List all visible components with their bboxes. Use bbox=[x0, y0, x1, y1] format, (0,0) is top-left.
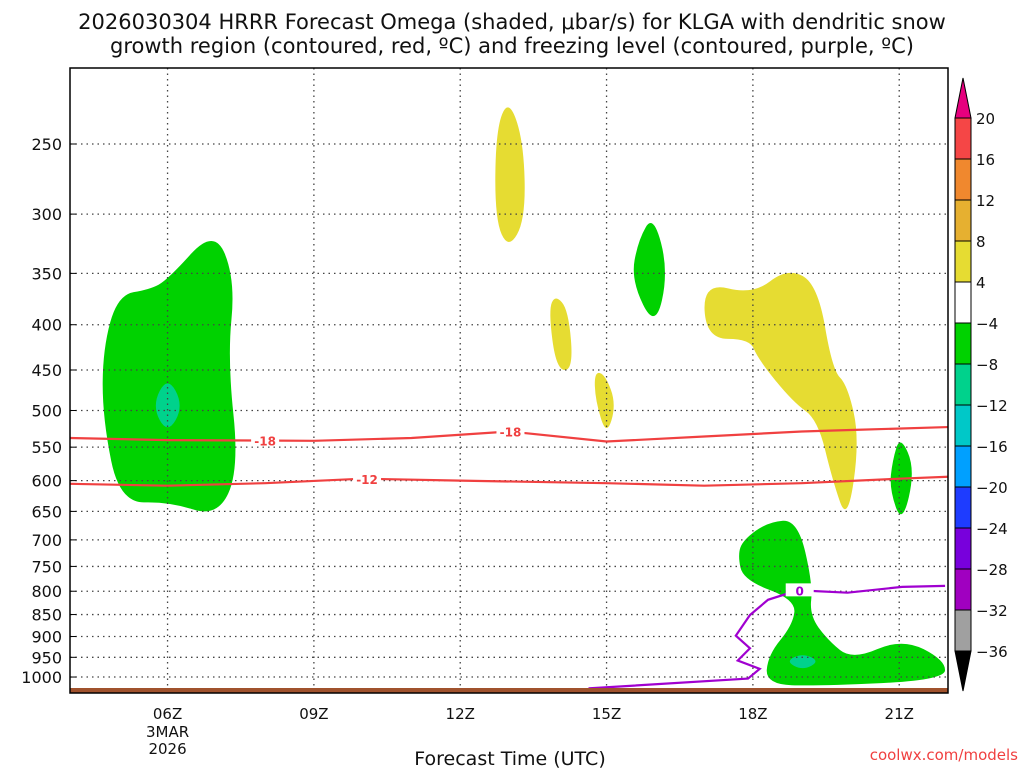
colorbar-box-11 bbox=[954, 568, 972, 611]
y-tick-label: 250 bbox=[31, 135, 62, 154]
colorbar-label: −12 bbox=[976, 397, 1008, 415]
colorbar-box-5 bbox=[954, 322, 972, 365]
x-axis-label: Forecast Time (UTC) bbox=[414, 748, 605, 768]
x-tick-sublabel: 3MAR bbox=[146, 723, 189, 741]
y-tick-label: 450 bbox=[31, 361, 62, 380]
contour-label-bg bbox=[353, 471, 382, 485]
colorbar-box-0 bbox=[954, 117, 972, 160]
contour-label-bg bbox=[496, 424, 525, 438]
omega-region-2 bbox=[495, 107, 525, 242]
contour-label-bg bbox=[251, 433, 280, 447]
contour-label: -18 bbox=[500, 426, 522, 440]
x-tick-label: 09Z bbox=[299, 705, 328, 723]
colorbar-box-4 bbox=[954, 281, 972, 324]
x-tick-label: 06Z bbox=[153, 705, 182, 723]
colorbar-label: −24 bbox=[976, 520, 1008, 538]
y-tick-label: 1000 bbox=[21, 668, 62, 687]
y-tick-label: 700 bbox=[31, 531, 62, 550]
omega-region-3 bbox=[550, 298, 572, 371]
colorbar-over-triangle bbox=[954, 77, 972, 119]
x-tick-label: 12Z bbox=[446, 705, 475, 723]
colorbar-label: 16 bbox=[976, 151, 995, 169]
y-tick-label: 600 bbox=[31, 472, 62, 491]
y-tick-label: 800 bbox=[31, 582, 62, 601]
y-tick-label: 350 bbox=[31, 264, 62, 283]
contour-label-bg bbox=[785, 583, 814, 597]
x-tick-label: 15Z bbox=[592, 705, 621, 723]
colorbar-box-2 bbox=[954, 199, 972, 242]
x-tick-label: 18Z bbox=[738, 705, 767, 723]
colorbar-label: −16 bbox=[976, 438, 1008, 456]
omega-region-5 bbox=[633, 223, 665, 317]
colorbar-box-9 bbox=[954, 486, 972, 529]
colorbar-box-6 bbox=[954, 363, 972, 406]
colorbar-under-triangle bbox=[954, 650, 972, 692]
colorbar-box-3 bbox=[954, 240, 972, 283]
contour-label: -12 bbox=[356, 473, 378, 487]
y-tick-label: 950 bbox=[31, 648, 62, 667]
colorbar-box-10 bbox=[954, 527, 972, 570]
y-tick-label: 750 bbox=[31, 557, 62, 576]
x-tick-sublabel: 2026 bbox=[148, 740, 186, 758]
omega-region-4 bbox=[594, 372, 614, 429]
omega-region-6 bbox=[704, 272, 857, 510]
colorbar-box-12 bbox=[954, 609, 972, 652]
colorbar-label: 8 bbox=[976, 233, 986, 251]
colorbar-label: 4 bbox=[976, 274, 986, 292]
ground-band bbox=[70, 688, 948, 693]
y-tick-label: 650 bbox=[31, 502, 62, 521]
colorbar-label: −4 bbox=[976, 315, 998, 333]
colorbar-label: −36 bbox=[976, 643, 1008, 661]
omega-region-9 bbox=[789, 655, 816, 669]
omega-region-1 bbox=[155, 383, 180, 428]
contour--18 bbox=[70, 425, 948, 443]
colorbar-box-8 bbox=[954, 445, 972, 488]
colorbar-label: −28 bbox=[976, 561, 1008, 579]
omega-region-0 bbox=[102, 240, 236, 512]
y-tick-label: 850 bbox=[31, 606, 62, 625]
colorbar-box-7 bbox=[954, 404, 972, 447]
chart-title-line1: 2026030304 HRRR Forecast Omega (shaded, … bbox=[78, 10, 946, 34]
x-tick-label: 21Z bbox=[885, 705, 914, 723]
colorbar-label: −20 bbox=[976, 479, 1008, 497]
plot-frame bbox=[69, 67, 949, 694]
omega-region-8 bbox=[739, 520, 946, 686]
credit-text: coolwx.com/models bbox=[870, 746, 1018, 764]
contour--12 bbox=[70, 475, 948, 487]
colorbar-label: −32 bbox=[976, 602, 1008, 620]
chart-title-line2: growth region (contoured, red, ºC) and f… bbox=[110, 34, 914, 58]
y-tick-label: 500 bbox=[31, 402, 62, 421]
y-tick-label: 900 bbox=[31, 628, 62, 647]
y-tick-label: 400 bbox=[31, 316, 62, 335]
contour-label: 0 bbox=[796, 584, 804, 598]
contour-0 bbox=[588, 584, 946, 690]
colorbar-label: 12 bbox=[976, 192, 995, 210]
contour-label: -18 bbox=[254, 435, 276, 449]
y-tick-label: 300 bbox=[31, 205, 62, 224]
y-tick-label: 550 bbox=[31, 438, 62, 457]
colorbar-box-1 bbox=[954, 158, 972, 201]
colorbar-label: 20 bbox=[976, 110, 995, 128]
colorbar-label: −8 bbox=[976, 356, 998, 374]
